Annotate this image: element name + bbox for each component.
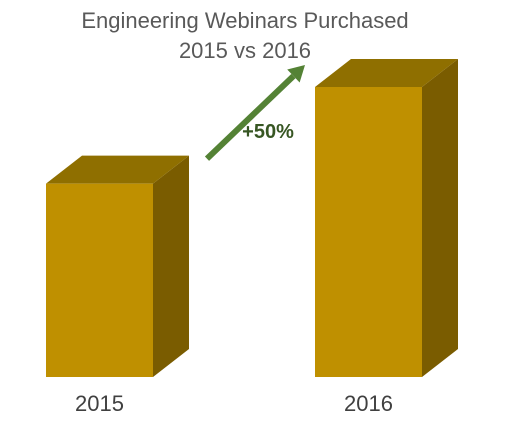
bar-2015 bbox=[46, 183, 153, 377]
tick-label-2016: 2016 bbox=[344, 391, 393, 416]
growth-arrow-shaft bbox=[204, 73, 296, 161]
chart-title-block: Engineering Webinars Purchased 2015 vs 2… bbox=[0, 6, 490, 66]
bar-side-2015 bbox=[153, 155, 189, 377]
tick-label-2015: 2015 bbox=[75, 391, 124, 416]
bar-side-2016 bbox=[422, 59, 458, 377]
growth-label: +50% bbox=[242, 121, 294, 143]
chart-title: Engineering Webinars Purchased bbox=[81, 8, 409, 33]
growth-arrow-head bbox=[287, 65, 305, 83]
chart-subtitle: 2015 vs 2016 bbox=[178, 38, 312, 63]
bar-2016 bbox=[315, 87, 422, 377]
bar-top-2015 bbox=[46, 155, 189, 184]
bar-top-2016 bbox=[315, 59, 458, 87]
